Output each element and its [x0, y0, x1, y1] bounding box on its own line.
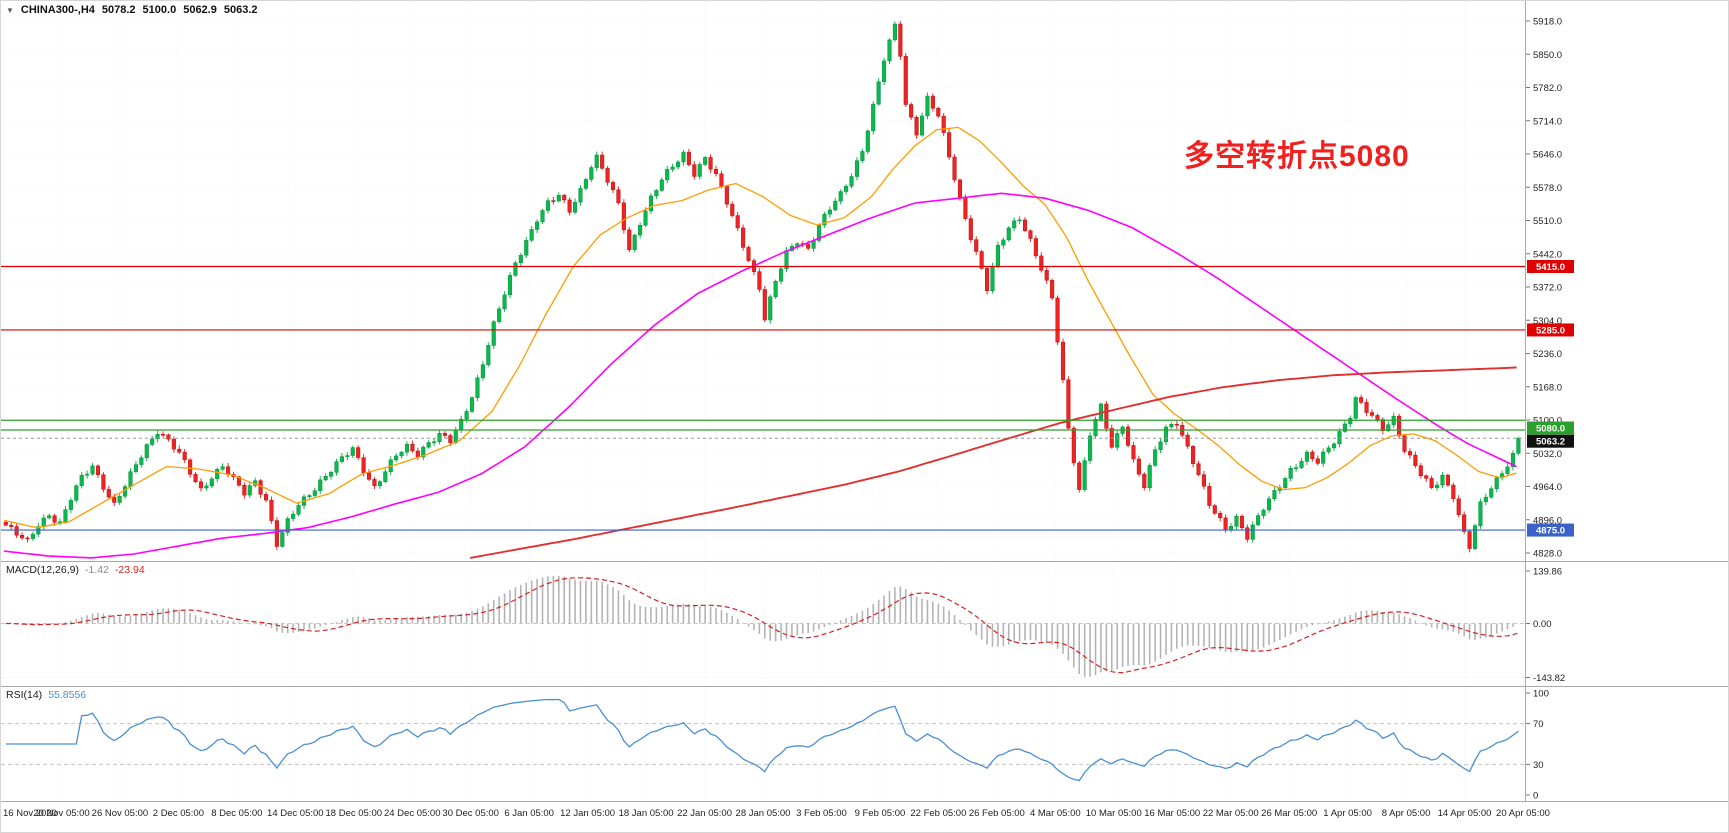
time-tick-label: 18 Jan 05:00	[619, 808, 674, 819]
price-tick-label: 4828.0	[1533, 549, 1562, 560]
price-tick-label: 4964.0	[1533, 482, 1562, 493]
macd-tick-label: 139.86	[1533, 567, 1562, 578]
time-tick-label: 14 Dec 05:00	[267, 808, 324, 819]
time-tick-label: 4 Mar 05:00	[1030, 808, 1081, 819]
macd-signal-line	[5, 577, 1519, 674]
time-tick-label: 10 Mar 05:00	[1086, 808, 1142, 819]
ohlc-low: 5062.9	[183, 4, 217, 16]
time-tick-label: 2 Dec 05:00	[153, 808, 204, 819]
time-tick-label: 6 Jan 05:00	[504, 808, 554, 819]
macd-histogram	[10, 575, 1520, 677]
price-tag-5415.0: 5415.0	[1527, 260, 1574, 274]
rsi-tick-label: 70	[1533, 719, 1544, 730]
rsi-label-name: RSI(14)	[6, 689, 43, 701]
price-tick-label: 5918.0	[1533, 17, 1562, 28]
one-click-trading-icon[interactable]: ▼	[6, 5, 14, 15]
rsi-tick-label: 0	[1533, 791, 1538, 802]
macd-label-name: MACD(12,26,9)	[6, 564, 79, 576]
time-tick-label: 20 Apr 05:00	[1496, 808, 1550, 819]
ma-fast-line	[3, 126, 1517, 529]
price-tick-label: 5032.0	[1533, 449, 1562, 460]
time-tick-label: 22 Feb 05:00	[910, 808, 966, 819]
grid	[1, 1, 1525, 801]
time-tick-label: 9 Feb 05:00	[855, 808, 906, 819]
rsi-tick-label: 100	[1533, 689, 1549, 700]
current-price-tag: 5063.2	[1527, 434, 1574, 448]
time-tick-label: 14 Apr 05:00	[1438, 808, 1492, 819]
annotation-text: 多空转折点5080	[1184, 140, 1410, 173]
time-tick-label: 28 Jan 05:00	[736, 808, 791, 819]
symbol-timeframe: CHINA300-,H4	[20, 4, 95, 16]
time-tick-label: 3 Feb 05:00	[796, 808, 847, 819]
svg-text:4875.0: 4875.0	[1536, 526, 1565, 537]
ohlc-open: 5078.2	[101, 4, 136, 16]
time-tick-label: 26 Nov 05:00	[92, 808, 149, 819]
time-tick-label: 22 Jan 05:00	[677, 808, 732, 819]
price-tag-4875.0: 4875.0	[1527, 523, 1574, 537]
chart-header: ▼ CHINA300-,H4 5078.2 5100.0 5062.9 5063…	[6, 4, 258, 16]
price-tick-label: 5168.0	[1533, 382, 1562, 393]
price-tick-label: 5578.0	[1533, 183, 1562, 194]
price-tick-label: 5646.0	[1533, 150, 1562, 161]
ma-slow-line	[470, 366, 1517, 559]
rsi-indicator-label: RSI(14) 55.8556	[6, 689, 86, 701]
ma-mid-line	[3, 192, 1517, 559]
time-tick-label: 12 Jan 05:00	[560, 808, 615, 819]
svg-text:5063.2: 5063.2	[1536, 437, 1565, 448]
macd-value-main: -1.42	[84, 564, 109, 576]
price-tick-label: 5372.0	[1533, 283, 1562, 294]
price-tick-label: 4896.0	[1533, 515, 1562, 526]
time-tick-label: 30 Dec 05:00	[442, 808, 499, 819]
time-tick-label: 16 Mar 05:00	[1144, 808, 1200, 819]
price-tick-label: 5510.0	[1533, 216, 1562, 227]
candles	[3, 21, 1521, 553]
time-tick-label: 24 Dec 05:00	[384, 808, 441, 819]
time-tick-label: 1 Apr 05:00	[1323, 808, 1372, 819]
price-tick-label: 5236.0	[1533, 349, 1562, 360]
svg-text:5080.0: 5080.0	[1536, 424, 1565, 435]
time-tick-label: 26 Mar 05:00	[1261, 808, 1317, 819]
price-tick-label: 5100.0	[1533, 416, 1562, 427]
svg-text:5415.0: 5415.0	[1536, 262, 1565, 273]
ohlc-close: 5063.2	[223, 4, 258, 16]
price-tick-label: 5714.0	[1533, 116, 1562, 127]
price-tick-label: 5850.0	[1533, 50, 1562, 61]
macd-value-signal: -23.94	[114, 564, 145, 576]
rsi-tick-label: 30	[1533, 760, 1544, 771]
price-tag-5285.0: 5285.0	[1527, 323, 1574, 337]
time-tick-label: 26 Feb 05:00	[969, 808, 1025, 819]
macd-tick-label: 0.00	[1533, 619, 1552, 630]
price-tick-label: 5304.0	[1533, 316, 1562, 327]
price-axis: 5918.0 5850.0 5782.0 5714.0 5646.0 5578.0 5510…	[1526, 17, 1565, 802]
time-tick-label: 8 Dec 05:00	[211, 808, 262, 819]
price-tick-label: 5782.0	[1533, 83, 1562, 94]
price-tick-label: 5442.0	[1533, 249, 1562, 260]
svg-text:5285.0: 5285.0	[1536, 325, 1565, 336]
macd-tick-label: -143.82	[1533, 673, 1565, 684]
price-tag-5080.0: 5080.0	[1527, 421, 1574, 435]
time-tick-label: 20 Nov 05:00	[33, 808, 90, 819]
time-tick-label: 22 Mar 05:00	[1203, 808, 1259, 819]
time-tick-label: 18 Dec 05:00	[326, 808, 383, 819]
time-tick-label: 8 Apr 05:00	[1382, 808, 1431, 819]
time-tick-label: 16 Nov 2020	[3, 808, 57, 819]
ohlc-high: 5100.0	[142, 4, 177, 16]
macd-indicator-label: MACD(12,26,9) -1.42 -23.94	[6, 564, 145, 576]
rsi-line	[5, 698, 1519, 782]
rsi-value: 55.8556	[48, 689, 87, 701]
